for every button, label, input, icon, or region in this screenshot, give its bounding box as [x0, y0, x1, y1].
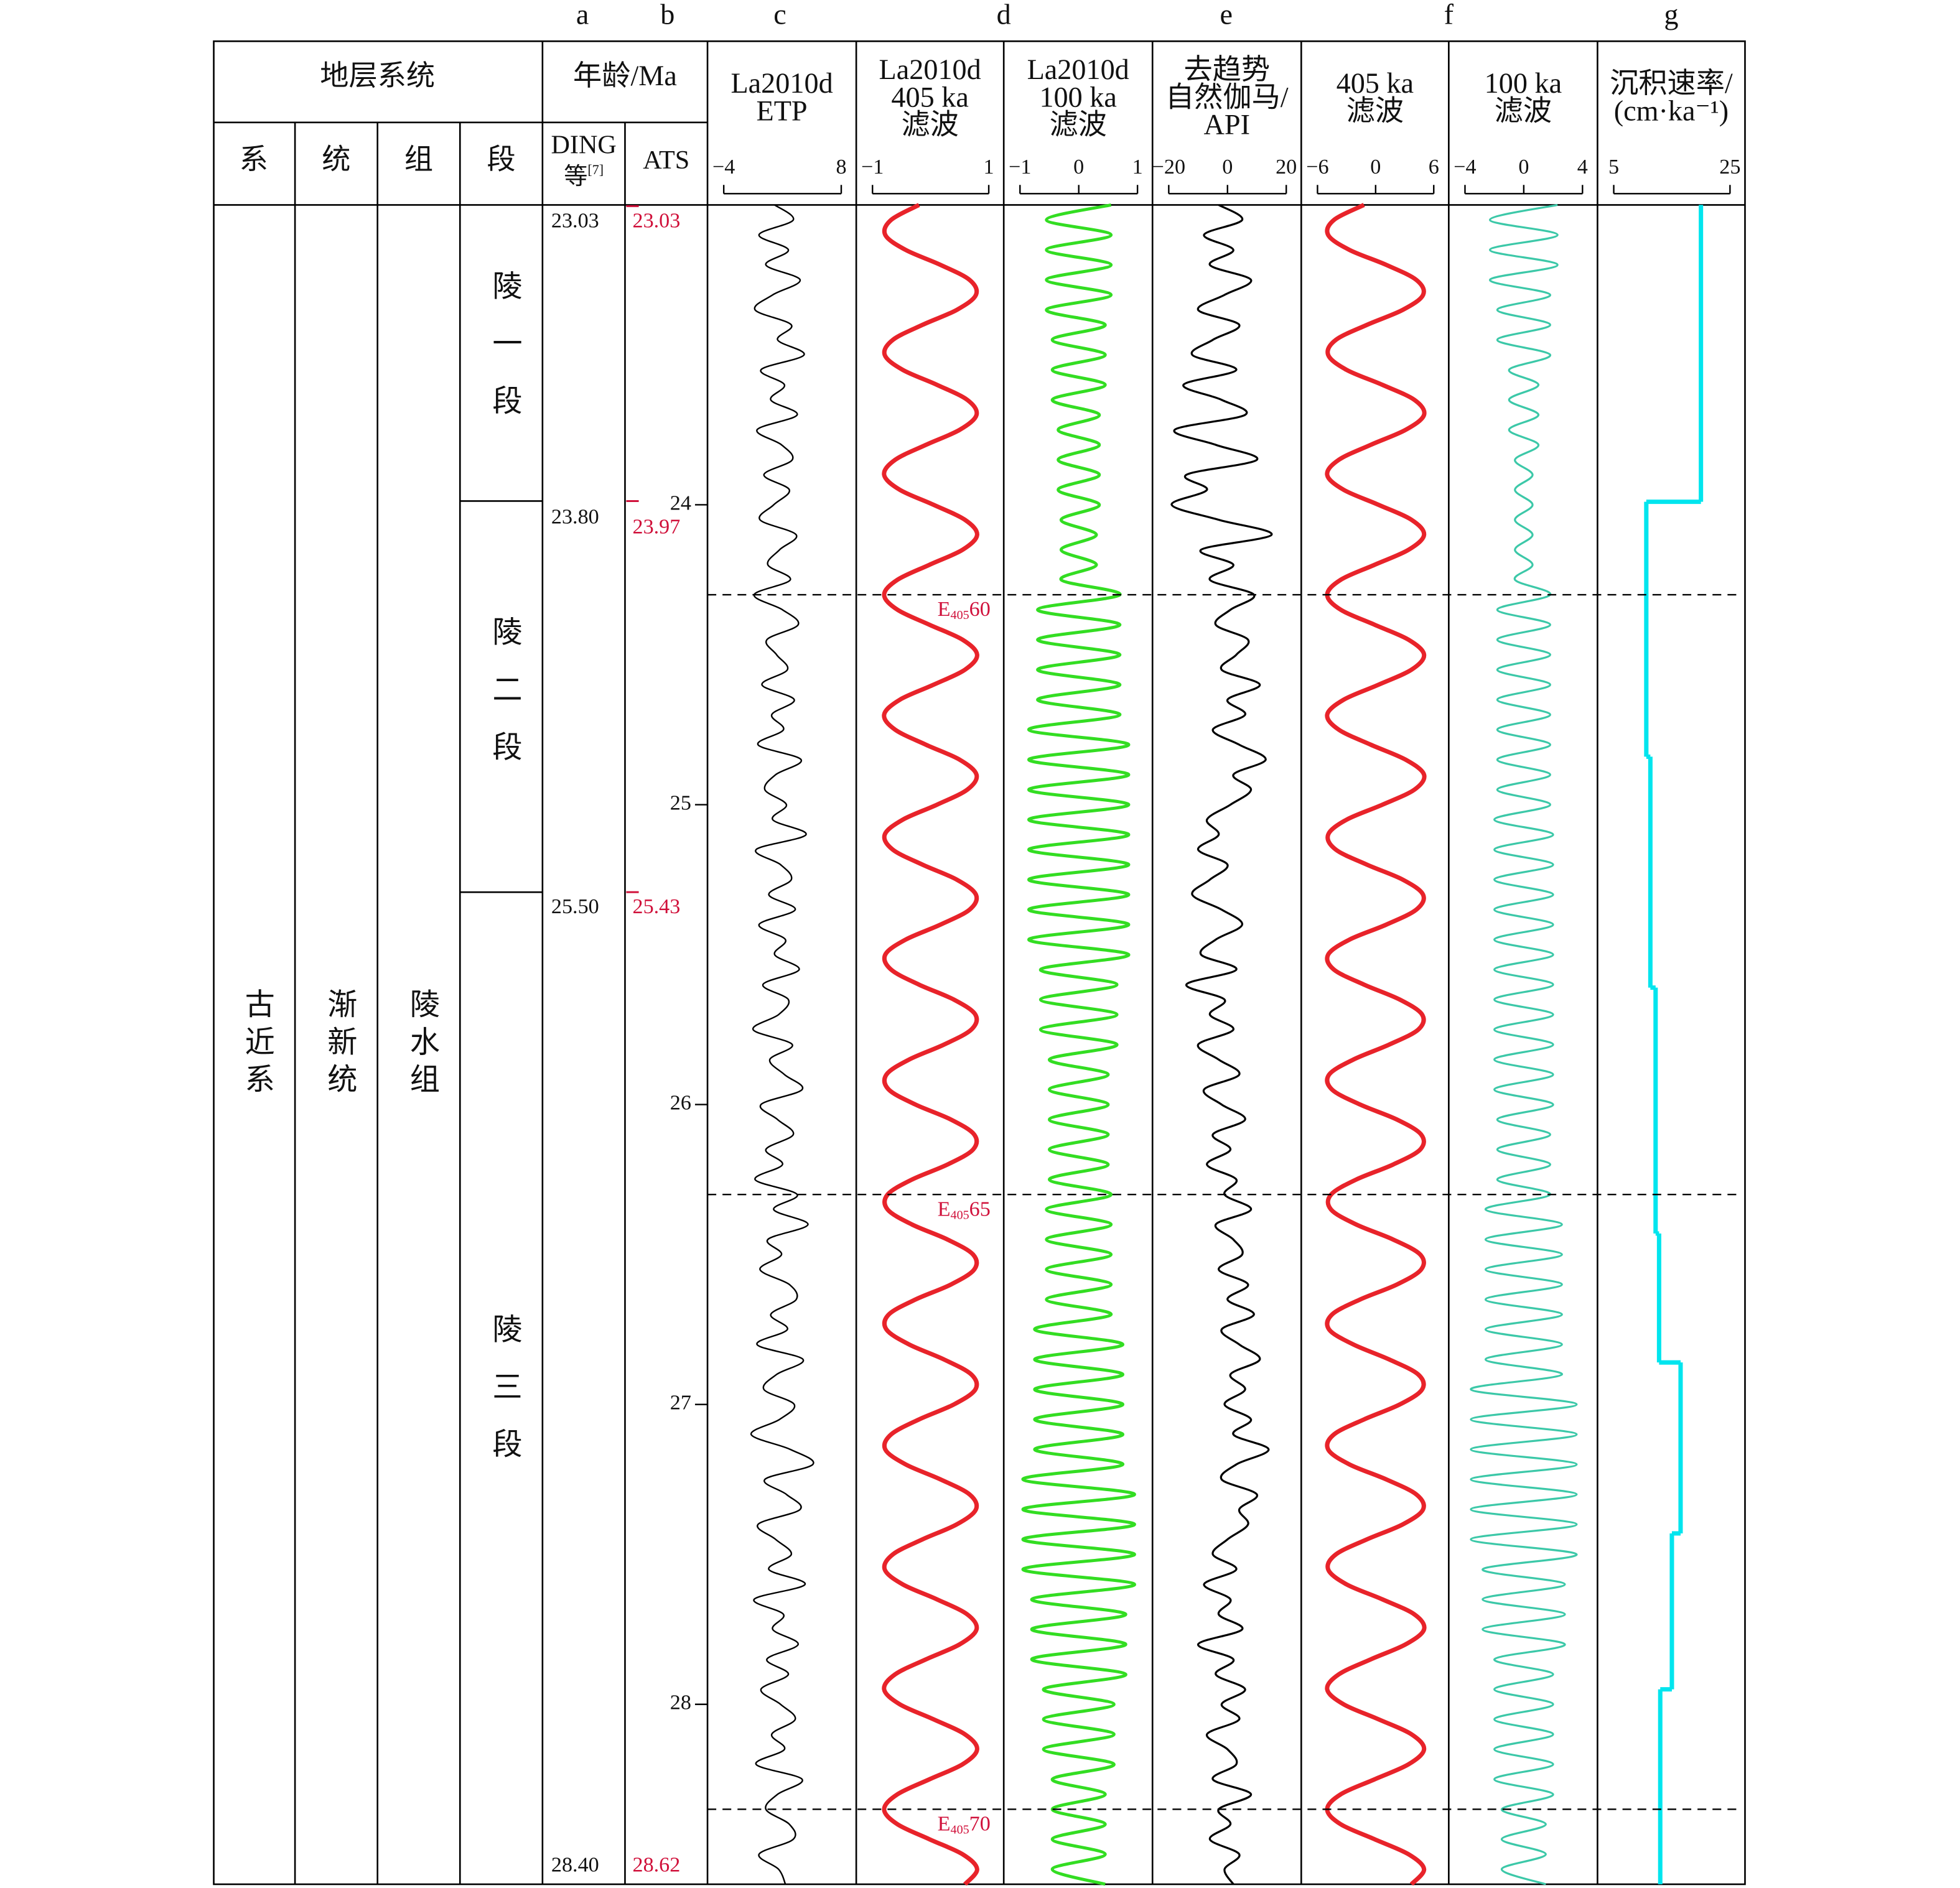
event-label: E40570 — [938, 1812, 991, 1836]
formation: 陵水组 — [405, 988, 439, 1101]
event-label-sub: 405 — [951, 608, 969, 622]
age-tick-label: 26 — [670, 1091, 691, 1114]
curve — [1170, 203, 1273, 1885]
panel-letter: g — [1664, 0, 1678, 30]
panel-title: La2010d — [730, 67, 833, 99]
panel-letter: f — [1444, 0, 1454, 30]
panel-title: API — [1204, 108, 1250, 140]
tick-label: 1 — [984, 156, 994, 179]
ats-age: 23.03 — [633, 209, 681, 232]
panel-title: 滤波 — [1495, 95, 1552, 126]
header: 年龄/Ma — [573, 60, 677, 91]
curve — [1325, 203, 1427, 1886]
tick-label: 1 — [1132, 156, 1143, 179]
curve — [882, 203, 979, 1886]
panel-title: La2010d — [879, 53, 981, 85]
tick-label: 0 — [1073, 156, 1084, 179]
header: 地层系统 — [320, 60, 435, 91]
panel-letter: b — [660, 0, 674, 30]
ats-age: 25.43 — [633, 895, 681, 918]
tick-label: 6 — [1429, 156, 1439, 179]
panel-title: 沉积速率/ — [1610, 67, 1733, 99]
tick-label: 0 — [1370, 156, 1381, 179]
panel-title: 滤波 — [901, 108, 958, 140]
event-label-text: E — [938, 1197, 951, 1221]
member: 陵二段 — [488, 616, 522, 788]
member: 陵一段 — [488, 270, 522, 442]
event-label-number: 60 — [969, 598, 991, 621]
tick-label: 8 — [836, 156, 846, 179]
event-label-sub: 405 — [951, 1823, 969, 1836]
event-label-sub: 405 — [951, 1208, 969, 1222]
curve — [1021, 203, 1136, 1886]
tick-label: −20 — [1152, 156, 1185, 179]
ding-age: 28.40 — [551, 1854, 599, 1877]
header: 统 — [322, 144, 350, 175]
ding-age: 23.80 — [551, 505, 599, 528]
ding-age: 23.03 — [551, 209, 599, 232]
header: 等[7] — [564, 162, 604, 190]
age-tick-label: 24 — [670, 491, 691, 514]
age-tick-label: 25 — [670, 791, 691, 814]
age-tick-label: 27 — [670, 1392, 691, 1415]
tick-label: −1 — [861, 156, 884, 179]
panel-title: 去趋势 — [1183, 53, 1270, 85]
series: 渐新统 — [322, 988, 357, 1101]
panel-title: 自然伽马/ — [1165, 81, 1289, 113]
tick-label: 4 — [1577, 156, 1588, 179]
table-frame — [213, 40, 1746, 1886]
ats-age: 23.97 — [633, 515, 681, 538]
ats-marks — [626, 205, 639, 893]
panel-title: (cm·ka⁻¹) — [1614, 95, 1729, 126]
curve — [1470, 203, 1578, 1886]
panel-title: 100 ka — [1485, 67, 1562, 99]
panel-title: 100 ka — [1039, 81, 1116, 113]
event-label: E40565 — [938, 1197, 991, 1222]
panel-title: 405 ka — [891, 81, 968, 113]
event-label-text: E — [938, 1812, 951, 1835]
panel-letter: c — [773, 0, 786, 30]
tick-label: −4 — [712, 156, 735, 179]
tick-label: 0 — [1518, 156, 1529, 179]
event-label-text: E — [938, 598, 951, 621]
tick-label: 0 — [1222, 156, 1233, 179]
tick-label: −6 — [1306, 156, 1328, 179]
panel-letter: a — [576, 0, 589, 30]
tick-label: 5 — [1608, 156, 1619, 179]
panel-title: La2010d — [1027, 53, 1129, 85]
panel-letter: e — [1220, 0, 1233, 30]
tick-label: 25 — [1719, 156, 1740, 179]
header: 段 — [487, 144, 515, 175]
panel-letter: d — [997, 0, 1011, 30]
header: ATS — [643, 146, 689, 175]
frame — [213, 40, 1746, 1886]
event-label-number: 65 — [969, 1197, 991, 1221]
member: 陵三段 — [488, 1313, 522, 1486]
ding-age: 25.50 — [551, 895, 599, 918]
panel-title: 405 ka — [1337, 67, 1414, 99]
system: 古近系 — [240, 988, 274, 1101]
age-tick-label: 28 — [670, 1691, 691, 1714]
tick-label: −4 — [1454, 156, 1476, 179]
header-text: 等 — [564, 163, 587, 190]
panel-title: ETP — [757, 95, 808, 126]
panel-letters: a b c d e f g — [576, 0, 1679, 30]
tick-label: 20 — [1276, 156, 1297, 179]
panel-title: 滤波 — [1346, 95, 1404, 126]
event-label: E40560 — [938, 598, 991, 622]
event-label-number: 70 — [969, 1812, 991, 1835]
header: 系 — [240, 144, 268, 175]
header: 组 — [404, 144, 433, 175]
tick-label: −1 — [1009, 156, 1031, 179]
panel-title: 滤波 — [1050, 108, 1107, 140]
curve — [750, 204, 814, 1885]
citation: [7] — [587, 162, 604, 177]
ats-age: 28.62 — [633, 1854, 681, 1877]
header: DING — [551, 131, 616, 160]
